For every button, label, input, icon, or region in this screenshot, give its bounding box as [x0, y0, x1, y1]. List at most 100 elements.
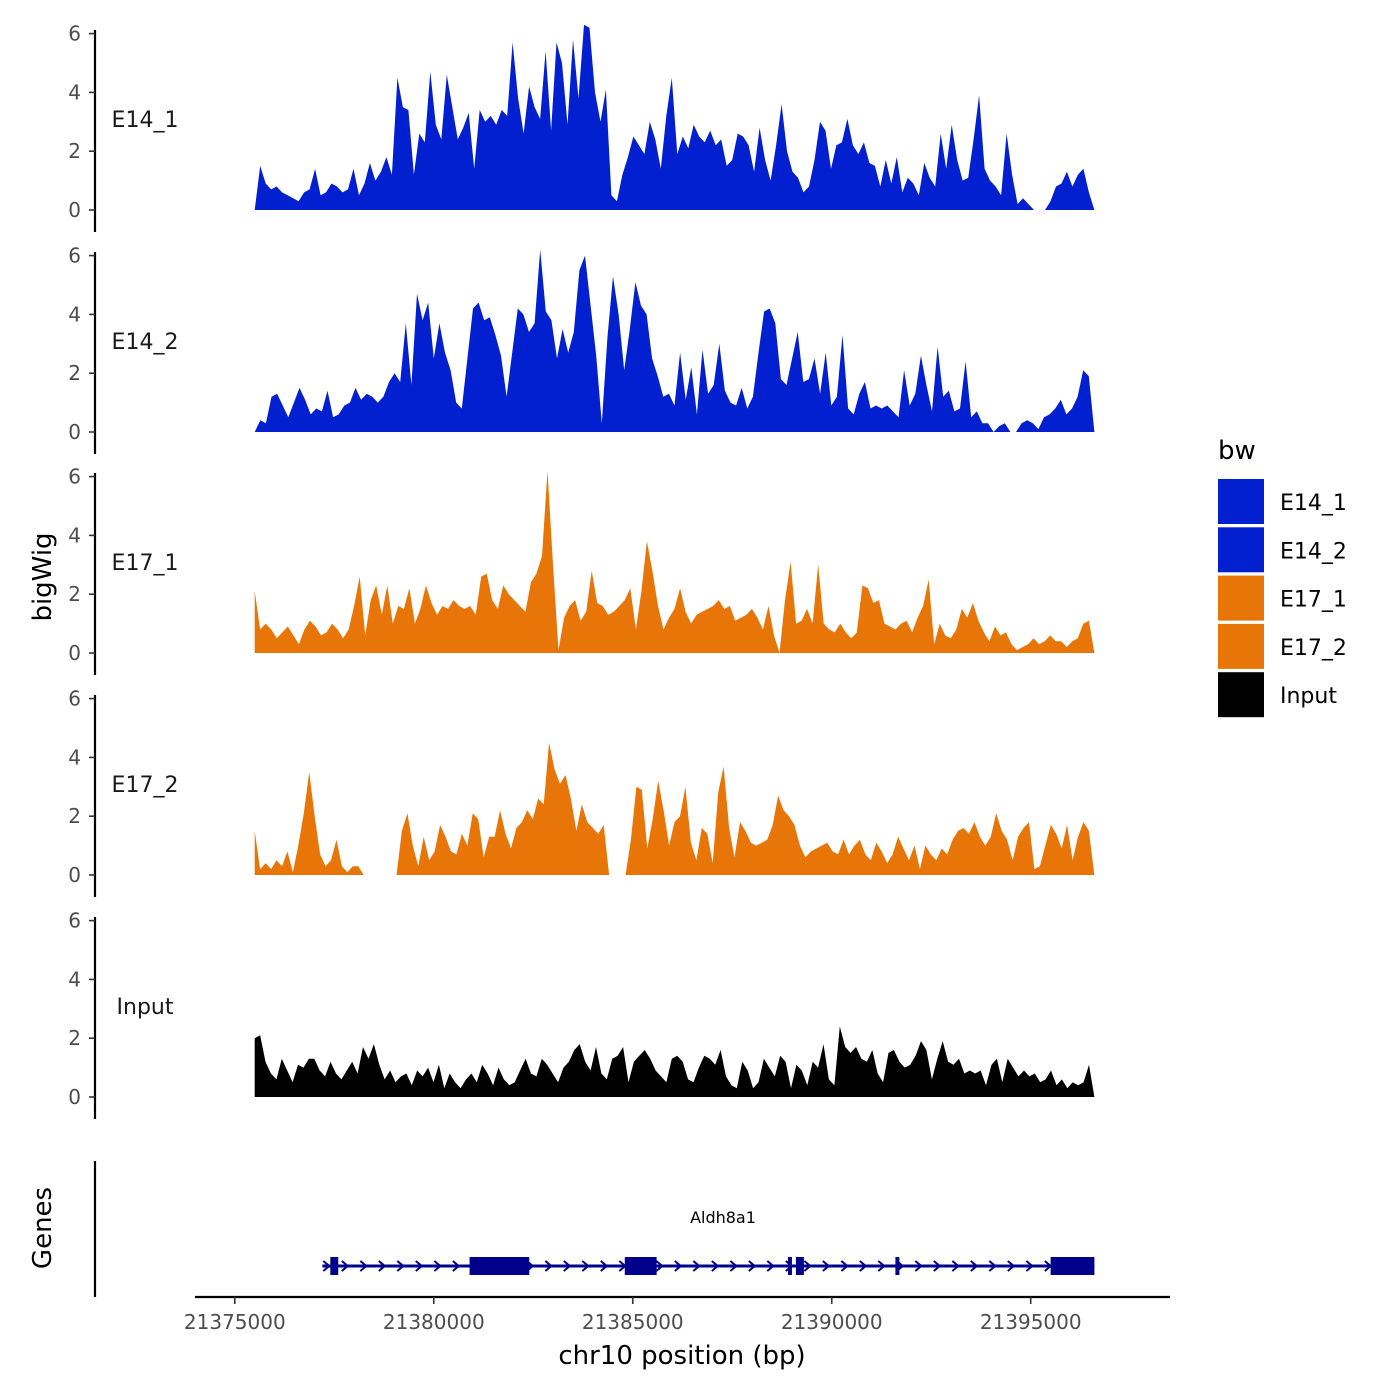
legend-label: E14_1 [1280, 491, 1347, 516]
y-tick-label: 6 [68, 909, 81, 933]
x-tick-label: 21375000 [184, 1310, 286, 1334]
strand-arrow [859, 1260, 868, 1272]
strand-arrow [433, 1260, 442, 1272]
signal-area-E17_1 [254, 470, 1095, 653]
track-Input: 0 2 4 6 Input [68, 909, 1095, 1119]
strand-arrow [951, 1260, 960, 1272]
y-tick-label: 6 [68, 244, 81, 268]
y-tick-label: 4 [68, 523, 81, 547]
strand-arrow [452, 1260, 461, 1272]
y-tick-label: 6 [68, 687, 81, 711]
signal-area-Input [254, 1026, 1095, 1097]
legend-item-E17_1: E17_1 [1218, 575, 1347, 621]
legend-key [1218, 527, 1264, 573]
track-label: E17_1 [112, 551, 179, 576]
y-axis-title: bigWig [28, 532, 58, 621]
y-tick-label: 2 [68, 804, 81, 828]
track-label: Input [117, 995, 174, 1020]
legend-label: E17_2 [1280, 636, 1347, 661]
strand-arrow [803, 1260, 812, 1272]
y-tick-label: 4 [68, 745, 81, 769]
strand-arrow [563, 1260, 572, 1272]
strand-arrow [1007, 1260, 1016, 1272]
x-tick-label: 21395000 [980, 1310, 1082, 1334]
gene-track: Aldh8a1 [93, 1161, 1095, 1297]
strand-arrow [655, 1260, 664, 1272]
legend-key [1218, 672, 1264, 718]
signal-tracks: 0 2 4 6 E14_1 0 2 4 6 E14_2 0 2 4 6 E17_1 0 2 4 6 E17_2 0 2 4 6… [68, 22, 1095, 1119]
legend-label: E17_1 [1280, 588, 1347, 613]
y-tick-label: 4 [68, 80, 81, 104]
strand-arrow [877, 1260, 886, 1272]
x-axis: 21375000 21380000 21385000 21390000 21395000 [184, 1295, 1170, 1334]
legend-item-E14_2: E14_2 [1218, 527, 1347, 573]
track-label: E14_1 [112, 108, 179, 133]
y-tick-label: 2 [68, 139, 81, 163]
strand-arrow [692, 1260, 701, 1272]
strand-arrow [1025, 1260, 1034, 1272]
strand-arrow [711, 1260, 720, 1272]
y-tick-label: 4 [68, 302, 81, 326]
legend-key [1218, 479, 1264, 524]
strand-arrow [581, 1260, 590, 1272]
y-tick-label: 0 [68, 863, 81, 887]
strand-arrow [933, 1260, 942, 1272]
strand-arrow [415, 1260, 424, 1272]
x-tick-label: 21380000 [383, 1310, 485, 1334]
gene-exon [469, 1257, 530, 1275]
strand-arrow [600, 1260, 609, 1272]
strand-arrow [914, 1260, 923, 1272]
strand-arrow [822, 1260, 831, 1272]
legend-key [1218, 575, 1264, 621]
strand-arrow [729, 1260, 738, 1272]
strand-arrow [766, 1260, 775, 1272]
y-tick-label: 2 [68, 582, 81, 606]
strand-arrow [322, 1260, 331, 1272]
strand-arrow [840, 1260, 849, 1272]
track-E17_2: 0 2 4 6 E17_2 [68, 687, 1095, 897]
y-tick-label: 0 [68, 198, 81, 222]
strand-arrow [988, 1260, 997, 1272]
gene-exon [1050, 1257, 1095, 1275]
legend-key [1218, 623, 1264, 669]
legend-title: bw [1218, 436, 1256, 466]
x-axis-title: chr10 position (bp) [558, 1341, 805, 1371]
y-tick-label: 0 [68, 420, 81, 444]
genes-axis-title: Genes [28, 1187, 58, 1269]
legend-label: E14_2 [1280, 539, 1347, 564]
track-label: E14_2 [112, 330, 179, 355]
strand-arrow [970, 1260, 979, 1272]
track-E14_2: 0 2 4 6 E14_2 [68, 244, 1095, 454]
signal-area-E17_2 [254, 742, 1095, 875]
legend-item-E17_2: E17_2 [1218, 623, 1347, 669]
y-tick-label: 2 [68, 361, 81, 385]
legend-label: Input [1280, 684, 1337, 709]
y-tick-label: 4 [68, 967, 81, 991]
gene-exon [895, 1257, 900, 1275]
strand-arrow [359, 1260, 368, 1272]
track-E17_1: 0 2 4 6 E17_1 [68, 465, 1095, 675]
y-tick-label: 6 [68, 465, 81, 489]
signal-area-E14_1 [254, 24, 1095, 210]
y-tick-label: 6 [68, 22, 81, 46]
legend-item-Input: Input [1218, 672, 1337, 718]
track-label: E17_2 [112, 773, 179, 798]
y-tick-label: 0 [68, 1085, 81, 1109]
strand-arrow [544, 1260, 553, 1272]
gene-exon [624, 1257, 657, 1275]
y-tick-label: 2 [68, 1026, 81, 1050]
strand-arrow [748, 1260, 757, 1272]
y-tick-label: 0 [68, 641, 81, 665]
strand-arrow [378, 1260, 387, 1272]
strand-arrow [396, 1260, 405, 1272]
strand-arrow [341, 1260, 350, 1272]
gene-exon [795, 1257, 804, 1275]
x-tick-label: 21385000 [582, 1310, 684, 1334]
track-E14_1: 0 2 4 6 E14_1 [68, 22, 1095, 232]
gene-exon [330, 1257, 339, 1275]
gene-label: Aldh8a1 [690, 1208, 756, 1227]
signal-area-E14_2 [254, 249, 1095, 432]
legend: bw E14_1 E14_2 E17_1 E17_2 Input [1218, 436, 1347, 718]
x-tick-label: 21390000 [781, 1310, 883, 1334]
